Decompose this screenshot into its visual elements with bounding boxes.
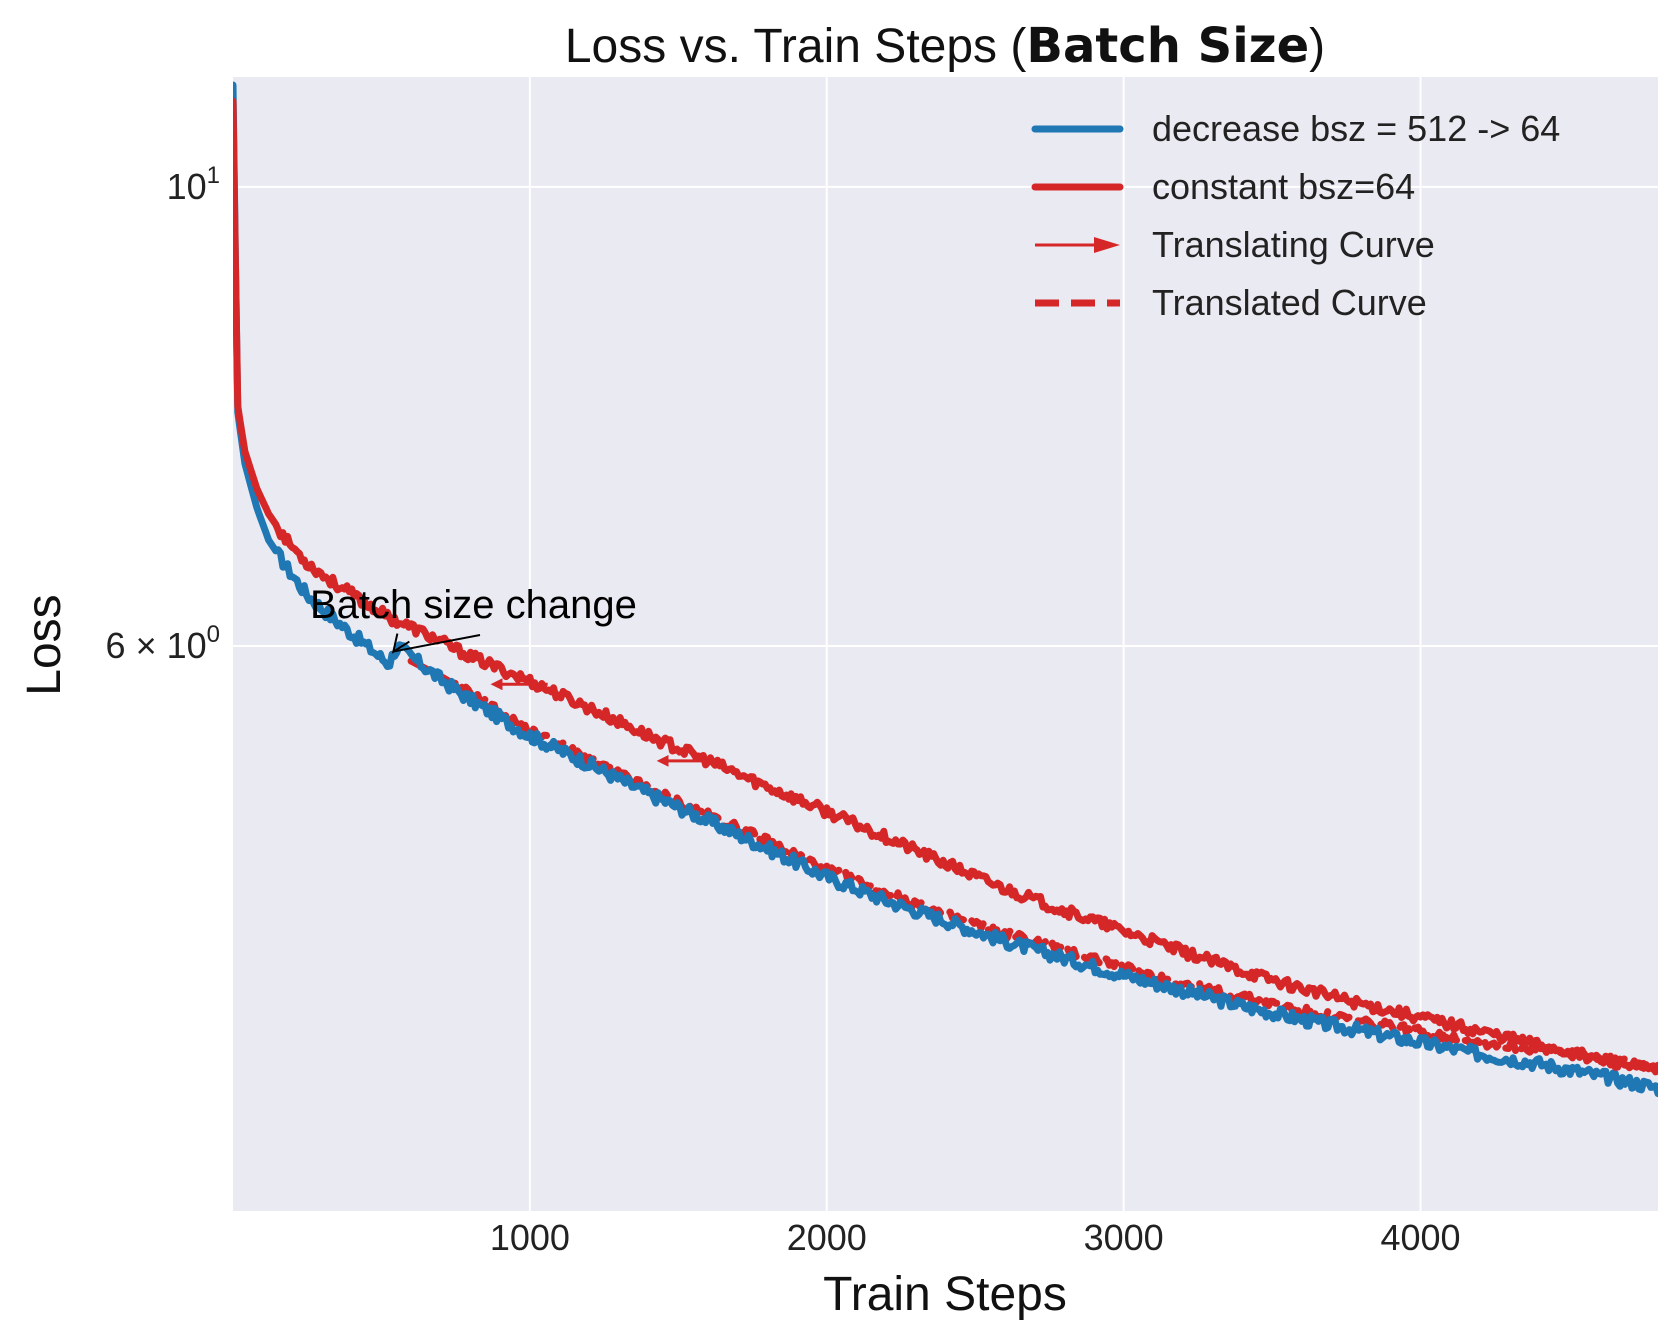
x-axis-label: Train Steps: [823, 1268, 1067, 1321]
legend-label: Translated Curve: [1152, 282, 1427, 323]
x-tick-labels: 1000 2000 3000 4000: [490, 1217, 1461, 1258]
y-axis-label: Loss: [18, 594, 71, 695]
grid-lines: [233, 77, 1658, 1211]
x-tick-label: 3000: [1084, 1217, 1164, 1258]
y-tick-labels: 101 6 × 100: [106, 162, 220, 666]
annotations: Batch size change: [310, 583, 637, 654]
legend-label: Translating Curve: [1152, 224, 1435, 265]
series-line: [233, 81, 1658, 1098]
annotation-arrowhead: [391, 633, 410, 654]
y-tick-label: 101: [167, 162, 220, 207]
annotation-arrow: [393, 634, 481, 653]
series-line: [233, 97, 1658, 1076]
legend-swatch-arrowhead: [1094, 237, 1120, 253]
annotation-text: Batch size change: [310, 583, 637, 627]
x-tick-label: 2000: [787, 1217, 867, 1258]
translating-arrows: [490, 678, 714, 767]
x-tick-label: 1000: [490, 1217, 570, 1258]
series-lines: [233, 81, 1658, 1098]
y-tick-label: 6 × 100: [106, 621, 220, 666]
legend-label: decrease bsz = 512 -> 64: [1152, 108, 1560, 149]
x-tick-label: 4000: [1380, 1217, 1460, 1258]
legend-label: constant bsz=64: [1152, 166, 1415, 207]
legend: decrease bsz = 512 -> 64 constant bsz=64 T…: [1031, 108, 1560, 323]
chart-title: Loss vs. Train Steps (Batch Size): [565, 18, 1325, 74]
